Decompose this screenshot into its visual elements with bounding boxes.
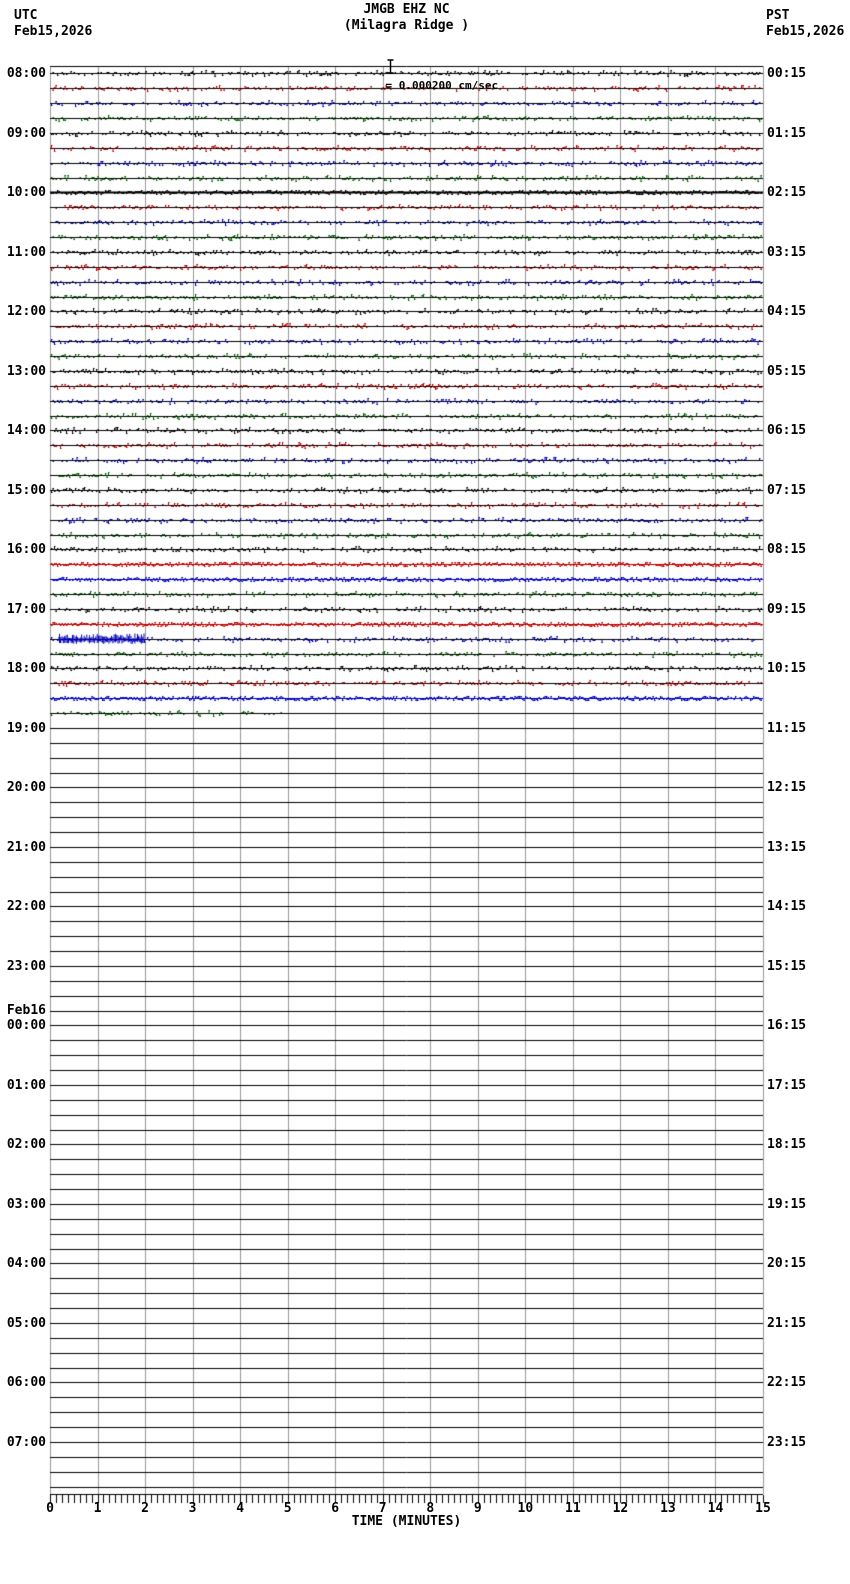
x-tick-label: 1 [93,1501,102,1516]
pst-time-label: 12:15 [767,779,807,795]
pst-time-label: 19:15 [767,1196,807,1212]
utc-time-label: 04:00 [6,1255,46,1271]
x-axis-title: TIME (MINUTES) [351,1514,462,1529]
pst-time-label: 04:15 [767,303,807,319]
utc-time-label: 10:00 [6,184,46,200]
pst-time-label: 21:15 [767,1315,807,1331]
x-tick-label: 12 [612,1501,629,1516]
date-right-label: Feb15,2026 [766,24,845,39]
timezone-left-label: UTC [14,8,38,23]
utc-time-label: 12:00 [6,303,46,319]
utc-time-label: 07:00 [6,1434,46,1450]
date-left-label: Feb15,2026 [14,24,93,39]
utc-time-label: 17:00 [6,601,46,617]
utc-time-label: 03:00 [6,1196,46,1212]
x-tick-label: 5 [283,1501,292,1516]
pst-time-label: 02:15 [767,184,807,200]
pst-time-label: 07:15 [767,482,807,498]
utc-time-label: 13:00 [6,363,46,379]
x-tick-label: 15 [755,1501,771,1516]
x-tick-label: 2 [141,1501,149,1516]
pst-time-label: 16:15 [767,1017,807,1033]
scale-indicator: = 0.000200 cm/sec [347,37,498,92]
pst-time-label: 14:15 [767,898,807,914]
pst-time-label: 15:15 [767,958,807,974]
station-title: JMGB EHZ NC [363,2,450,17]
utc-time-label: 18:00 [6,660,46,676]
utc-time-label: 09:00 [6,125,46,141]
pst-time-label: 00:15 [767,65,807,81]
pst-time-label: 11:15 [767,720,807,736]
pst-time-label: 22:15 [767,1374,807,1390]
footer-scale-note: x = 0.000200 cm/sec = 200 microvolts [8,1547,308,1584]
pst-time-label: 13:15 [767,839,807,855]
x-tick-label: 7 [378,1501,387,1516]
location-title: (Milagra Ridge ) [343,18,470,33]
pst-time-label: 17:15 [767,1077,807,1093]
x-tick-label: 4 [236,1501,245,1516]
pst-time-label: 05:15 [767,363,807,379]
x-tick-label: 13 [660,1501,676,1516]
pst-time-label: 23:15 [767,1434,807,1450]
pst-time-label: 01:15 [767,125,807,141]
x-tick-label: 10 [517,1501,534,1516]
pst-time-label: 18:15 [767,1136,807,1152]
x-tick-label: 14 [707,1501,724,1516]
x-tick-label: 8 [426,1501,435,1516]
x-tick-label: 9 [473,1501,482,1516]
utc-time-label: 01:00 [6,1077,46,1093]
utc-time-label: 11:00 [6,244,46,260]
pst-time-label: 20:15 [767,1255,807,1271]
utc-time-label: 16:00 [6,541,46,557]
scale-ibeam-icon [387,59,394,74]
utc-time-label: 14:00 [6,422,46,438]
utc-time-label: 23:00 [6,958,46,974]
x-tick-label: 3 [188,1501,197,1516]
x-tick-label: 11 [565,1501,581,1516]
x-tick-label: 0 [46,1501,54,1516]
utc-time-label: 19:00 [6,720,46,736]
timezone-right-label: PST [766,8,790,23]
utc-time-label: 02:00 [6,1136,46,1152]
pst-time-label: 09:15 [767,601,807,617]
utc-time-label: 21:00 [6,839,46,855]
utc-time-label: 08:00 [6,65,46,81]
utc-time-label: 15:00 [6,482,46,498]
scale-text: = 0.000200 cm/sec [385,79,499,92]
utc-time-label: 20:00 [6,779,46,795]
x-tick-label: 6 [331,1501,340,1516]
utc-time-label: Feb16 00:00 [6,1002,46,1033]
pst-time-label: 06:15 [767,422,807,438]
pst-time-label: 10:15 [767,660,807,676]
pst-time-label: 03:15 [767,244,807,260]
utc-time-label: 22:00 [6,898,46,914]
utc-time-label: 05:00 [6,1315,46,1331]
pst-time-label: 08:15 [767,541,807,557]
utc-time-label: 06:00 [6,1374,46,1390]
